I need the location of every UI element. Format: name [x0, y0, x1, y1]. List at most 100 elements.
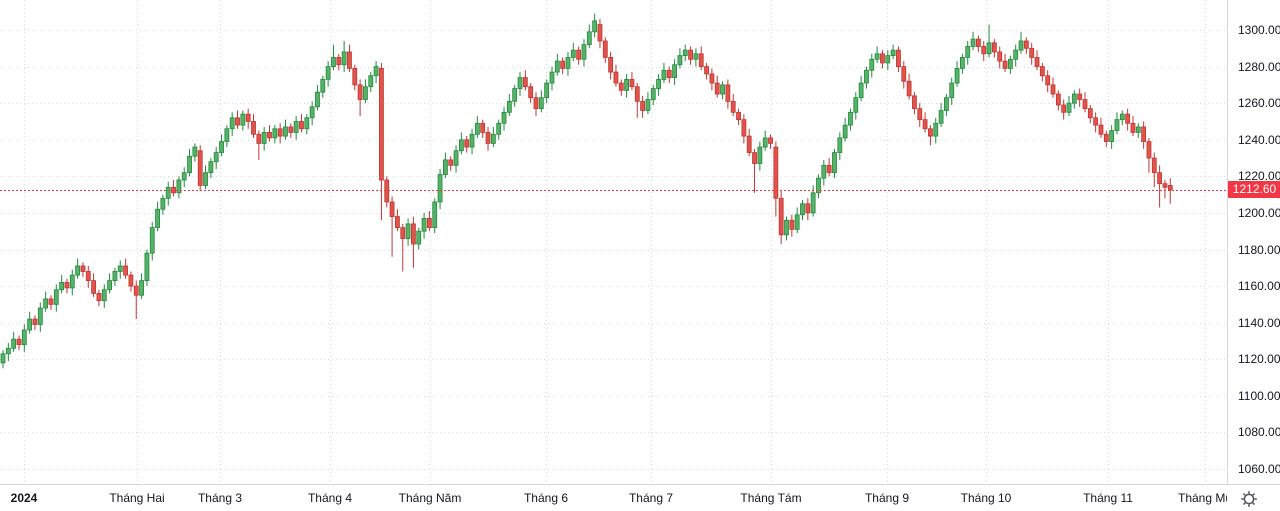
candle-body [538, 97, 544, 110]
settings-gear-icon[interactable] [1238, 488, 1260, 510]
candle-body [1002, 60, 1008, 69]
candle-body [107, 280, 112, 291]
price-axis-label: 1140.00 [1238, 315, 1280, 330]
candle-body [848, 111, 853, 126]
candle-body [645, 99, 651, 111]
candle-body [490, 133, 496, 144]
candle-body [224, 128, 230, 142]
candle-body [991, 42, 997, 53]
candle-body [16, 338, 22, 346]
candle-body [1018, 40, 1024, 51]
candle-body [1013, 49, 1019, 60]
candle-body [5, 347, 11, 355]
candle-body [149, 227, 155, 254]
candle-body [309, 106, 315, 119]
candle-body [901, 66, 907, 82]
time-axis-label: Tháng Mu [1177, 491, 1227, 505]
time-axis-label: Tháng 6 [523, 491, 569, 505]
candle-body [256, 133, 262, 144]
candle-body [48, 298, 54, 305]
candle-body [560, 60, 566, 69]
candle-body [325, 66, 331, 80]
candle-body [682, 49, 688, 57]
candle-body [341, 51, 347, 66]
price-axis[interactable]: 1212.60 1300.00 1280.00 1260.00 1240.00 1220… [1227, 0, 1280, 484]
candle-body [741, 119, 747, 137]
candle-body [357, 84, 363, 100]
candle-body [512, 88, 518, 102]
candle-body [928, 128, 933, 137]
price-axis-label: 1100.00 [1238, 388, 1280, 403]
candle-body [219, 141, 224, 153]
candle-body [709, 73, 715, 84]
candle-body [304, 117, 310, 130]
candle-body [144, 252, 150, 282]
candle-body [75, 265, 81, 276]
candle-body [1125, 113, 1131, 124]
candle-body [1066, 102, 1072, 113]
time-axis[interactable]: 2024 Tháng Hai Tháng 3 Tháng 4 Tháng Năm Thán… [0, 484, 1227, 511]
candle-body [474, 122, 480, 135]
candle-body [720, 84, 725, 95]
candle-body [975, 38, 981, 47]
candle-body [613, 71, 619, 84]
candle-body [869, 58, 875, 71]
candle-body [379, 68, 384, 181]
candle-body [128, 274, 134, 287]
candle-body [458, 139, 464, 152]
candle-body [117, 265, 123, 272]
candle-body [853, 97, 859, 113]
time-axis-label: Tháng 9 [864, 491, 910, 505]
candle-body [661, 69, 667, 80]
candle-body [1087, 108, 1093, 119]
candle-body [453, 150, 459, 166]
candle-body [480, 122, 486, 133]
candle-body [101, 289, 107, 302]
candle-body [1023, 40, 1029, 49]
candle-body [880, 53, 885, 64]
candle-body [837, 137, 843, 153]
candle-body [213, 152, 219, 163]
candle-body [267, 132, 272, 139]
candle-body [352, 68, 358, 86]
price-axis-label: 1240.00 [1238, 132, 1280, 147]
candle-body [912, 95, 917, 110]
time-axis-label: Tháng Năm [398, 491, 462, 505]
price-axis-label: 1120.00 [1238, 352, 1280, 367]
candle-body [155, 208, 160, 228]
candle-body [203, 172, 208, 186]
candle-body [1045, 75, 1051, 86]
candle-body [43, 298, 49, 309]
candle-body [448, 159, 454, 166]
candle-body [320, 78, 326, 93]
candle-body [864, 69, 869, 84]
candle-body [938, 110, 944, 124]
time-axis-label: Tháng 10 [960, 491, 1012, 505]
candle-body [315, 91, 320, 108]
price-axis-label: 1180.00 [1238, 242, 1280, 257]
candle-body [1157, 172, 1163, 185]
candle-body [21, 329, 27, 346]
candle-body [251, 121, 256, 135]
candle-body [69, 274, 75, 289]
candle-body [283, 126, 288, 137]
time-axis-label: 2024 [10, 491, 38, 505]
candle-body [698, 53, 704, 67]
candle-body [363, 86, 368, 100]
candle-body [389, 201, 395, 217]
candle-body [1135, 126, 1141, 133]
candle-body [0, 353, 6, 364]
candle-body [331, 57, 336, 67]
candle-body [517, 77, 523, 89]
candle-body [1162, 183, 1168, 188]
candle-body [277, 128, 283, 137]
candle-body [688, 49, 693, 60]
candle-body [1130, 122, 1136, 133]
candle-body [181, 172, 187, 181]
candle-body [85, 271, 91, 282]
candle-body [123, 265, 128, 276]
candle-body [187, 155, 192, 174]
candle-body [997, 51, 1003, 62]
